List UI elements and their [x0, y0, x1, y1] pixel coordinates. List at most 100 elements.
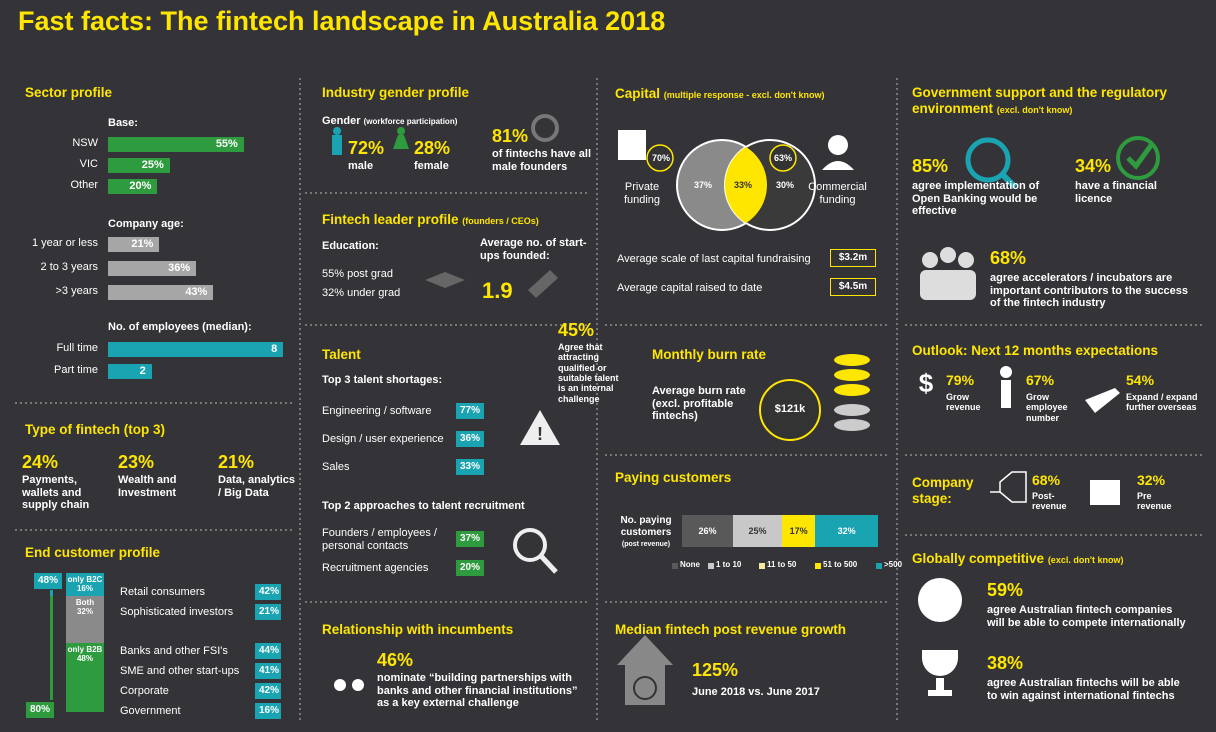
section-heading: Industry gender profile	[322, 85, 469, 101]
section-heading: Sector profile	[25, 85, 112, 101]
shortage-value: 77%	[456, 403, 484, 419]
bar-label: 36%	[108, 262, 190, 275]
heading-note: (founders / CEOs)	[462, 216, 539, 226]
stat-value: 54%	[1126, 372, 1154, 388]
shortage-label: Sales	[322, 461, 350, 474]
heading-text: Industry gender profile	[322, 85, 469, 100]
heading-text: Both	[76, 598, 94, 607]
stat-text: agree Australian fintech companies will …	[987, 604, 1187, 629]
segment-label: 26%	[682, 526, 733, 536]
stat-text: Payments, wallets and supply chain	[22, 474, 102, 512]
group-label: Base:	[108, 117, 138, 130]
stat-text: agree implementation of Open Banking wou…	[912, 180, 1052, 218]
heading-text: Gender	[322, 115, 361, 127]
venn-label: 33%	[730, 180, 756, 190]
customer-label: Sophisticated investors	[120, 606, 233, 619]
heading-text: Talent	[322, 347, 361, 362]
stat-value: 38%	[987, 653, 1023, 674]
stat-value: 79%	[946, 372, 974, 388]
section-heading: Company stage:	[912, 475, 972, 506]
row-label: VIC	[0, 158, 98, 171]
recruitment-item: Recruitment agencies	[322, 562, 452, 575]
challenge-value: 45%	[558, 320, 594, 341]
recruitment-label: Top 2 approaches to talent recruitment	[322, 500, 592, 513]
infographic: ! $ Fast facts: The fintech landscape in…	[0, 0, 1216, 732]
legend-swatch	[876, 563, 882, 569]
male-label: male	[348, 160, 373, 173]
stat-value: 23%	[118, 452, 154, 473]
heading-text: Median fintech post revenue growth	[615, 622, 846, 637]
svg-text:!: !	[537, 424, 543, 444]
male-value: 72%	[348, 138, 384, 159]
section-heading: Relationship with incumbents	[322, 622, 513, 638]
group-label: Company age:	[108, 218, 184, 231]
section-heading: Government support and the regulatory en…	[912, 85, 1197, 116]
section-heading: Type of fintech (top 3)	[25, 422, 165, 438]
capital-row-label: Average scale of last capital fundraisin…	[617, 253, 811, 266]
section-heading: End customer profile	[25, 545, 160, 561]
stat-text: Data, analytics / Big Data	[218, 474, 298, 499]
burn-text: Average burn rate (excl. profitable fint…	[652, 385, 762, 423]
education-label: Education:	[322, 240, 379, 253]
group-label: No. of employees (median):	[108, 321, 252, 334]
segment-label: 32%	[815, 526, 878, 536]
startups-value: 1.9	[482, 278, 513, 303]
customer-label: SME and other start-ups	[120, 665, 239, 678]
education-item: 32% under grad	[322, 287, 400, 300]
bar-label: 8	[108, 343, 277, 356]
heading-text: Paying customers	[615, 470, 731, 485]
heading-note: (post revenue)	[622, 541, 670, 548]
row-label: 1 year or less	[0, 237, 98, 250]
stat-value: 34%	[1075, 156, 1111, 177]
incumbents-value: 46%	[377, 650, 413, 671]
customer-value: 42%	[255, 683, 281, 699]
segment-label: 17%	[782, 526, 815, 536]
heading-text: End customer profile	[25, 545, 160, 560]
customer-label: Banks and other FSI's	[120, 645, 228, 658]
segment-text: Both32%	[66, 598, 104, 616]
commercial-label: Commercial funding	[800, 181, 875, 206]
heading-text: only B2B	[68, 645, 103, 654]
capital-row-value: $4.5m	[830, 278, 876, 296]
legend-label: 1 to 10	[716, 560, 741, 569]
heading-note: (excl. don't know)	[1048, 555, 1124, 565]
commercial-value: 63%	[772, 153, 794, 163]
heading-text: Outlook: Next 12 months expectations	[912, 343, 1158, 358]
legend-label: >500	[884, 560, 902, 569]
heading-text: Globally competitive	[912, 551, 1044, 566]
stat-text: Grow revenue	[946, 392, 996, 413]
bar-label: 21%	[108, 238, 153, 251]
section-heading: Paying customers	[615, 470, 731, 486]
segment-label: 25%	[733, 526, 782, 536]
founders-value: 81%	[492, 126, 528, 147]
venn-label: 37%	[690, 180, 716, 190]
row-label: NSW	[0, 137, 98, 150]
section-heading: Talent	[322, 347, 361, 363]
customer-value: 44%	[255, 643, 281, 659]
segment-text: only B2B48%	[66, 645, 104, 663]
legend-swatch	[708, 563, 714, 569]
stat-value: 85%	[912, 156, 948, 177]
shortage-value: 36%	[456, 431, 484, 447]
heading-text: Fintech leader profile	[322, 212, 459, 227]
b2c-total: 48%	[34, 573, 62, 589]
venn-label: 30%	[772, 180, 798, 190]
growth-value: 125%	[692, 660, 738, 681]
stat-value: 68%	[990, 248, 1026, 269]
recruitment-item: Founders / employees / personal contacts	[322, 527, 452, 552]
row-label: 2 to 3 years	[0, 261, 98, 274]
gender-label: Gender (workforce participation)	[322, 115, 457, 128]
bar-label: 25%	[108, 159, 164, 172]
shortages-label: Top 3 talent shortages:	[322, 374, 442, 387]
heading-note: (multiple response - excl. don't know)	[664, 90, 825, 100]
bar-label: 43%	[108, 286, 207, 299]
segment-text: only B2C16%	[66, 575, 104, 593]
stat-value: 24%	[22, 452, 58, 473]
customers-label: No. paying customers(post revenue)	[612, 515, 680, 550]
recruitment-value: 20%	[456, 560, 484, 576]
customer-label: Government	[120, 705, 181, 718]
stat-text: Post-revenue	[1032, 491, 1082, 512]
stat-value: 59%	[987, 580, 1023, 601]
stat-value: 32%	[1137, 472, 1165, 488]
startups-label: Average no. of start-ups founded:	[480, 237, 590, 262]
